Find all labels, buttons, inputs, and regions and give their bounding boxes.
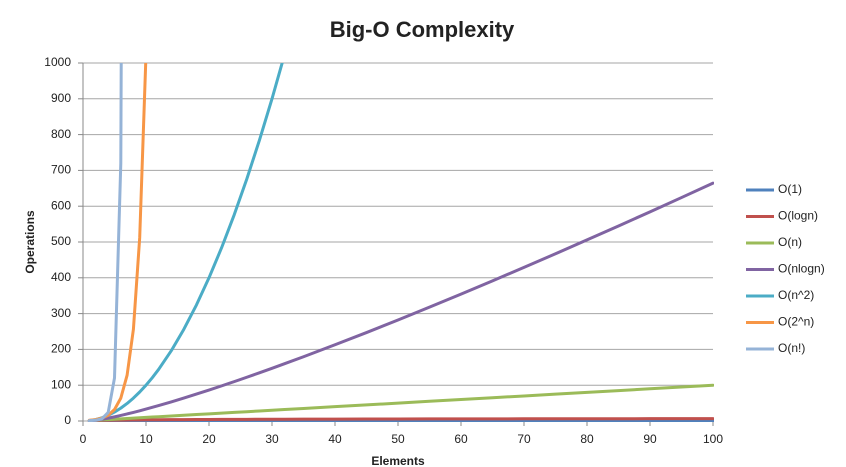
series-line	[87, 63, 123, 422]
legend-label: O(nlogn)	[778, 262, 825, 276]
x-axis-label: Elements	[371, 454, 425, 467]
x-tick-label: 20	[202, 432, 216, 446]
x-tick-label: 90	[643, 432, 657, 446]
grid: 0 100 200 300 400 500 600 700 800 900 1000 0 10 20 30 4…	[44, 55, 723, 446]
chart-title: Big-O Complexity	[330, 17, 515, 42]
y-tick-label: 400	[51, 270, 71, 284]
y-tick-label: 0	[64, 413, 71, 427]
x-tick-label: 80	[580, 432, 594, 446]
legend-label: O(n^2)	[778, 288, 814, 302]
y-tick-label: 800	[51, 127, 71, 141]
y-tick-label: 300	[51, 306, 71, 320]
y-tick-label: 200	[51, 342, 71, 356]
x-tick-label: 70	[517, 432, 531, 446]
legend-label: O(n!)	[778, 341, 805, 355]
x-tick-label: 100	[703, 432, 723, 446]
y-tick-label: 700	[51, 163, 71, 177]
y-tick-label: 100	[51, 377, 71, 391]
x-tick-label: 60	[454, 432, 468, 446]
y-axis-label: Operations	[23, 210, 37, 274]
legend-label: O(1)	[778, 182, 802, 196]
x-tick-label: 50	[391, 432, 405, 446]
legend-label: O(2^n)	[778, 315, 814, 329]
x-tick-label: 0	[80, 432, 87, 446]
y-tick-label: 500	[51, 234, 71, 248]
x-tick-label: 30	[265, 432, 279, 446]
y-tick-label: 900	[51, 91, 71, 105]
x-tick-label: 10	[139, 432, 153, 446]
y-tick-label: 1000	[44, 55, 71, 69]
y-tick-label: 600	[51, 198, 71, 212]
legend: O(1) O(logn) O(n) O(nlogn) O(n^2) O(2^n) O(n!)	[746, 182, 825, 355]
x-tick-label: 40	[328, 432, 342, 446]
plot-area	[87, 63, 714, 422]
series-line	[87, 383, 714, 422]
legend-label: O(logn)	[778, 209, 818, 223]
legend-label: O(n)	[778, 235, 802, 249]
series-line	[87, 181, 714, 422]
